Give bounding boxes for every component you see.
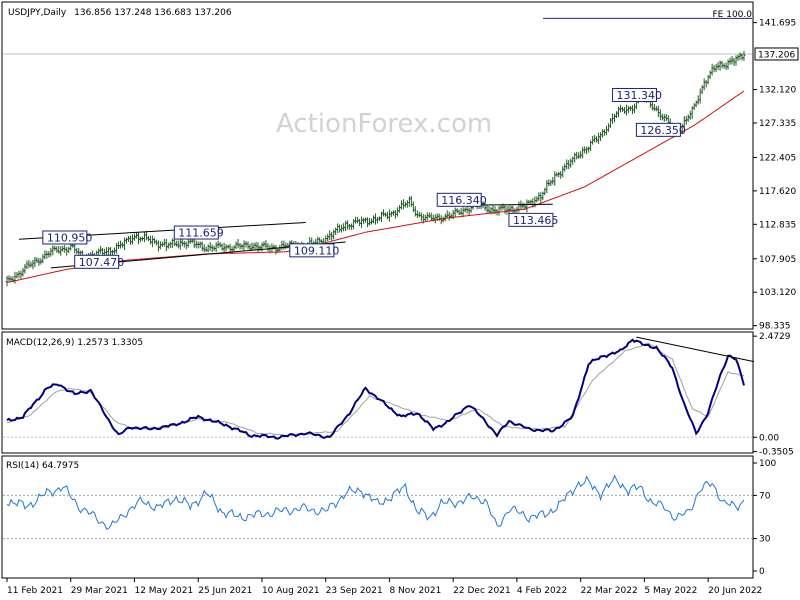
fe-level-label: FE 100.0 <box>713 10 753 20</box>
price-watermark: ActionForex.com <box>276 109 492 139</box>
price-annotation-box <box>173 225 219 240</box>
rsi-panel: 100 70 30 0 RSI(14) 64.7975 <box>1 455 776 579</box>
macd-y-axis: 2.4729 0.00 -0.3505 <box>753 332 794 458</box>
price-tick-label: 117.620 <box>759 187 796 197</box>
price-annotation: 113.465 <box>508 212 559 227</box>
price-annotation-label: 110.950 <box>47 231 93 244</box>
price-tick-label: 98.335 <box>759 322 791 332</box>
rsi-tick-label: 30 <box>759 535 771 545</box>
macd-panel-frame <box>1 331 754 454</box>
price-annotation-box <box>289 243 335 258</box>
rsi-tick-label: 0 <box>759 567 765 577</box>
x-tick-label: 22 Mar 2022 <box>581 586 638 596</box>
price-y-axis: 141.695 132.120 127.335 122.405 117.620 112.8… <box>753 19 796 332</box>
price-plot: 137.206 110.950 107.470 111.659 109.110 116.3… <box>3 17 799 287</box>
x-tick-label: 11 Feb 2021 <box>7 586 63 596</box>
price-annotation-label: 113.465 <box>513 214 559 227</box>
price-annotation-box <box>612 87 658 102</box>
price-tick-label: 122.405 <box>759 153 796 163</box>
price-annotation: 111.659 <box>173 225 224 240</box>
price-bar <box>742 50 746 61</box>
price-annotation: 131.340 <box>612 87 663 102</box>
price-panel: ActionForex.com 141.695 132.120 127.335 122… <box>1 1 799 332</box>
price-trendline <box>481 203 553 206</box>
price-annotation-label: 109.110 <box>294 244 340 257</box>
x-tick-label: 8 Nov 2021 <box>389 586 441 596</box>
price-annotation: 109.110 <box>289 243 340 258</box>
price-annotation-box <box>635 122 681 137</box>
price-tick-label: 141.695 <box>759 19 796 29</box>
macd-plot <box>3 336 755 440</box>
price-annotation-label: 131.340 <box>617 89 663 102</box>
rsi-tick-label: 70 <box>759 491 771 501</box>
price-tick-label: 107.905 <box>759 255 796 265</box>
price-annotation-box <box>436 192 482 207</box>
price-tick-label: 103.120 <box>759 288 796 298</box>
x-tick-label: 20 Jun 2022 <box>708 586 762 596</box>
macd-tick-label: 0.00 <box>759 433 779 443</box>
rsi-plot <box>3 474 752 540</box>
symbol-header: USDJPY,Daily 136.856 137.248 136.683 137… <box>8 8 232 18</box>
rsi-panel-frame <box>1 455 754 579</box>
x-tick-label: 10 Aug 2021 <box>262 586 320 596</box>
symbol-name: USDJPY,Daily <box>8 8 67 18</box>
x-tick-label: 5 May 2022 <box>644 586 697 596</box>
x-tick-label: 22 Dec 2021 <box>453 586 511 596</box>
x-tick-label: 25 Jun 2021 <box>198 586 252 596</box>
macd-line <box>6 338 745 440</box>
macd-tick-label: -0.3505 <box>759 448 794 458</box>
price-annotation-label: 126.350 <box>640 124 686 137</box>
price-tick-label: 112.835 <box>759 220 796 230</box>
ohlc-values: 136.856 137.248 136.683 137.206 <box>74 8 232 18</box>
moving-average-line <box>6 90 745 284</box>
rsi-y-axis: 100 70 30 0 <box>753 459 776 577</box>
x-tick-label: 23 Sep 2021 <box>326 586 383 596</box>
macd-header: MACD(12,26,9) 1.2573 1.3305 <box>6 338 143 348</box>
price-annotation-box <box>508 212 554 227</box>
x-tick-label: 12 May 2021 <box>134 586 193 596</box>
last-price-label: 137.206 <box>758 50 795 60</box>
x-axis: 11 Feb 2021 29 Mar 2021 12 May 2021 25 Jun … <box>6 578 762 596</box>
price-panel-frame <box>1 1 754 330</box>
price-annotation-label: 107.470 <box>79 256 125 269</box>
price-tick-label: 132.120 <box>759 86 796 96</box>
x-tick-label: 4 Feb 2022 <box>517 586 567 596</box>
rsi-header: RSI(14) 64.7975 <box>6 461 79 471</box>
macd-trendline <box>636 336 755 363</box>
price-annotation-box <box>42 230 88 245</box>
price-annotation: 126.350 <box>635 122 686 137</box>
price-annotation-label: 111.659 <box>178 227 224 240</box>
price-annotation-box <box>74 254 120 269</box>
price-annotation: 107.470 <box>74 254 125 269</box>
price-annotation: 116.340 <box>436 192 487 207</box>
x-tick-label: 29 Mar 2021 <box>71 586 128 596</box>
rsi-tick-label: 100 <box>759 459 776 469</box>
last-price-box <box>754 47 799 61</box>
rsi-line <box>6 474 745 530</box>
macd-tick-label: 2.4729 <box>759 332 791 342</box>
price-annotation-label: 116.340 <box>441 194 487 207</box>
price-annotation: 110.950 <box>42 230 93 245</box>
price-tick-label: 127.335 <box>759 119 796 129</box>
macd-panel: 2.4729 0.00 -0.3505 MACD(12,26,9) 1.2573 1… <box>1 331 794 458</box>
